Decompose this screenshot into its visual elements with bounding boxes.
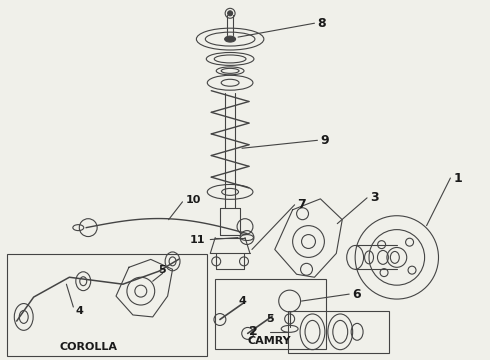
Text: 11: 11 xyxy=(190,234,205,244)
Bar xyxy=(215,279,326,349)
Text: 6: 6 xyxy=(352,288,361,301)
Text: 8: 8 xyxy=(318,17,326,30)
Text: 7: 7 xyxy=(297,198,306,211)
Text: 3: 3 xyxy=(370,192,379,204)
Text: 4: 4 xyxy=(75,306,83,316)
Text: 4: 4 xyxy=(238,296,246,306)
Circle shape xyxy=(228,11,233,16)
Text: 9: 9 xyxy=(320,134,329,147)
Text: 1: 1 xyxy=(453,171,462,185)
Text: COROLLA: COROLLA xyxy=(59,342,118,352)
Text: 10: 10 xyxy=(185,195,201,205)
Text: 2: 2 xyxy=(249,325,262,338)
Bar xyxy=(7,255,207,356)
Text: 5: 5 xyxy=(266,314,273,324)
Text: 5: 5 xyxy=(159,265,166,275)
Ellipse shape xyxy=(224,36,236,42)
Text: CAMRY: CAMRY xyxy=(248,336,292,346)
Bar xyxy=(288,311,389,353)
